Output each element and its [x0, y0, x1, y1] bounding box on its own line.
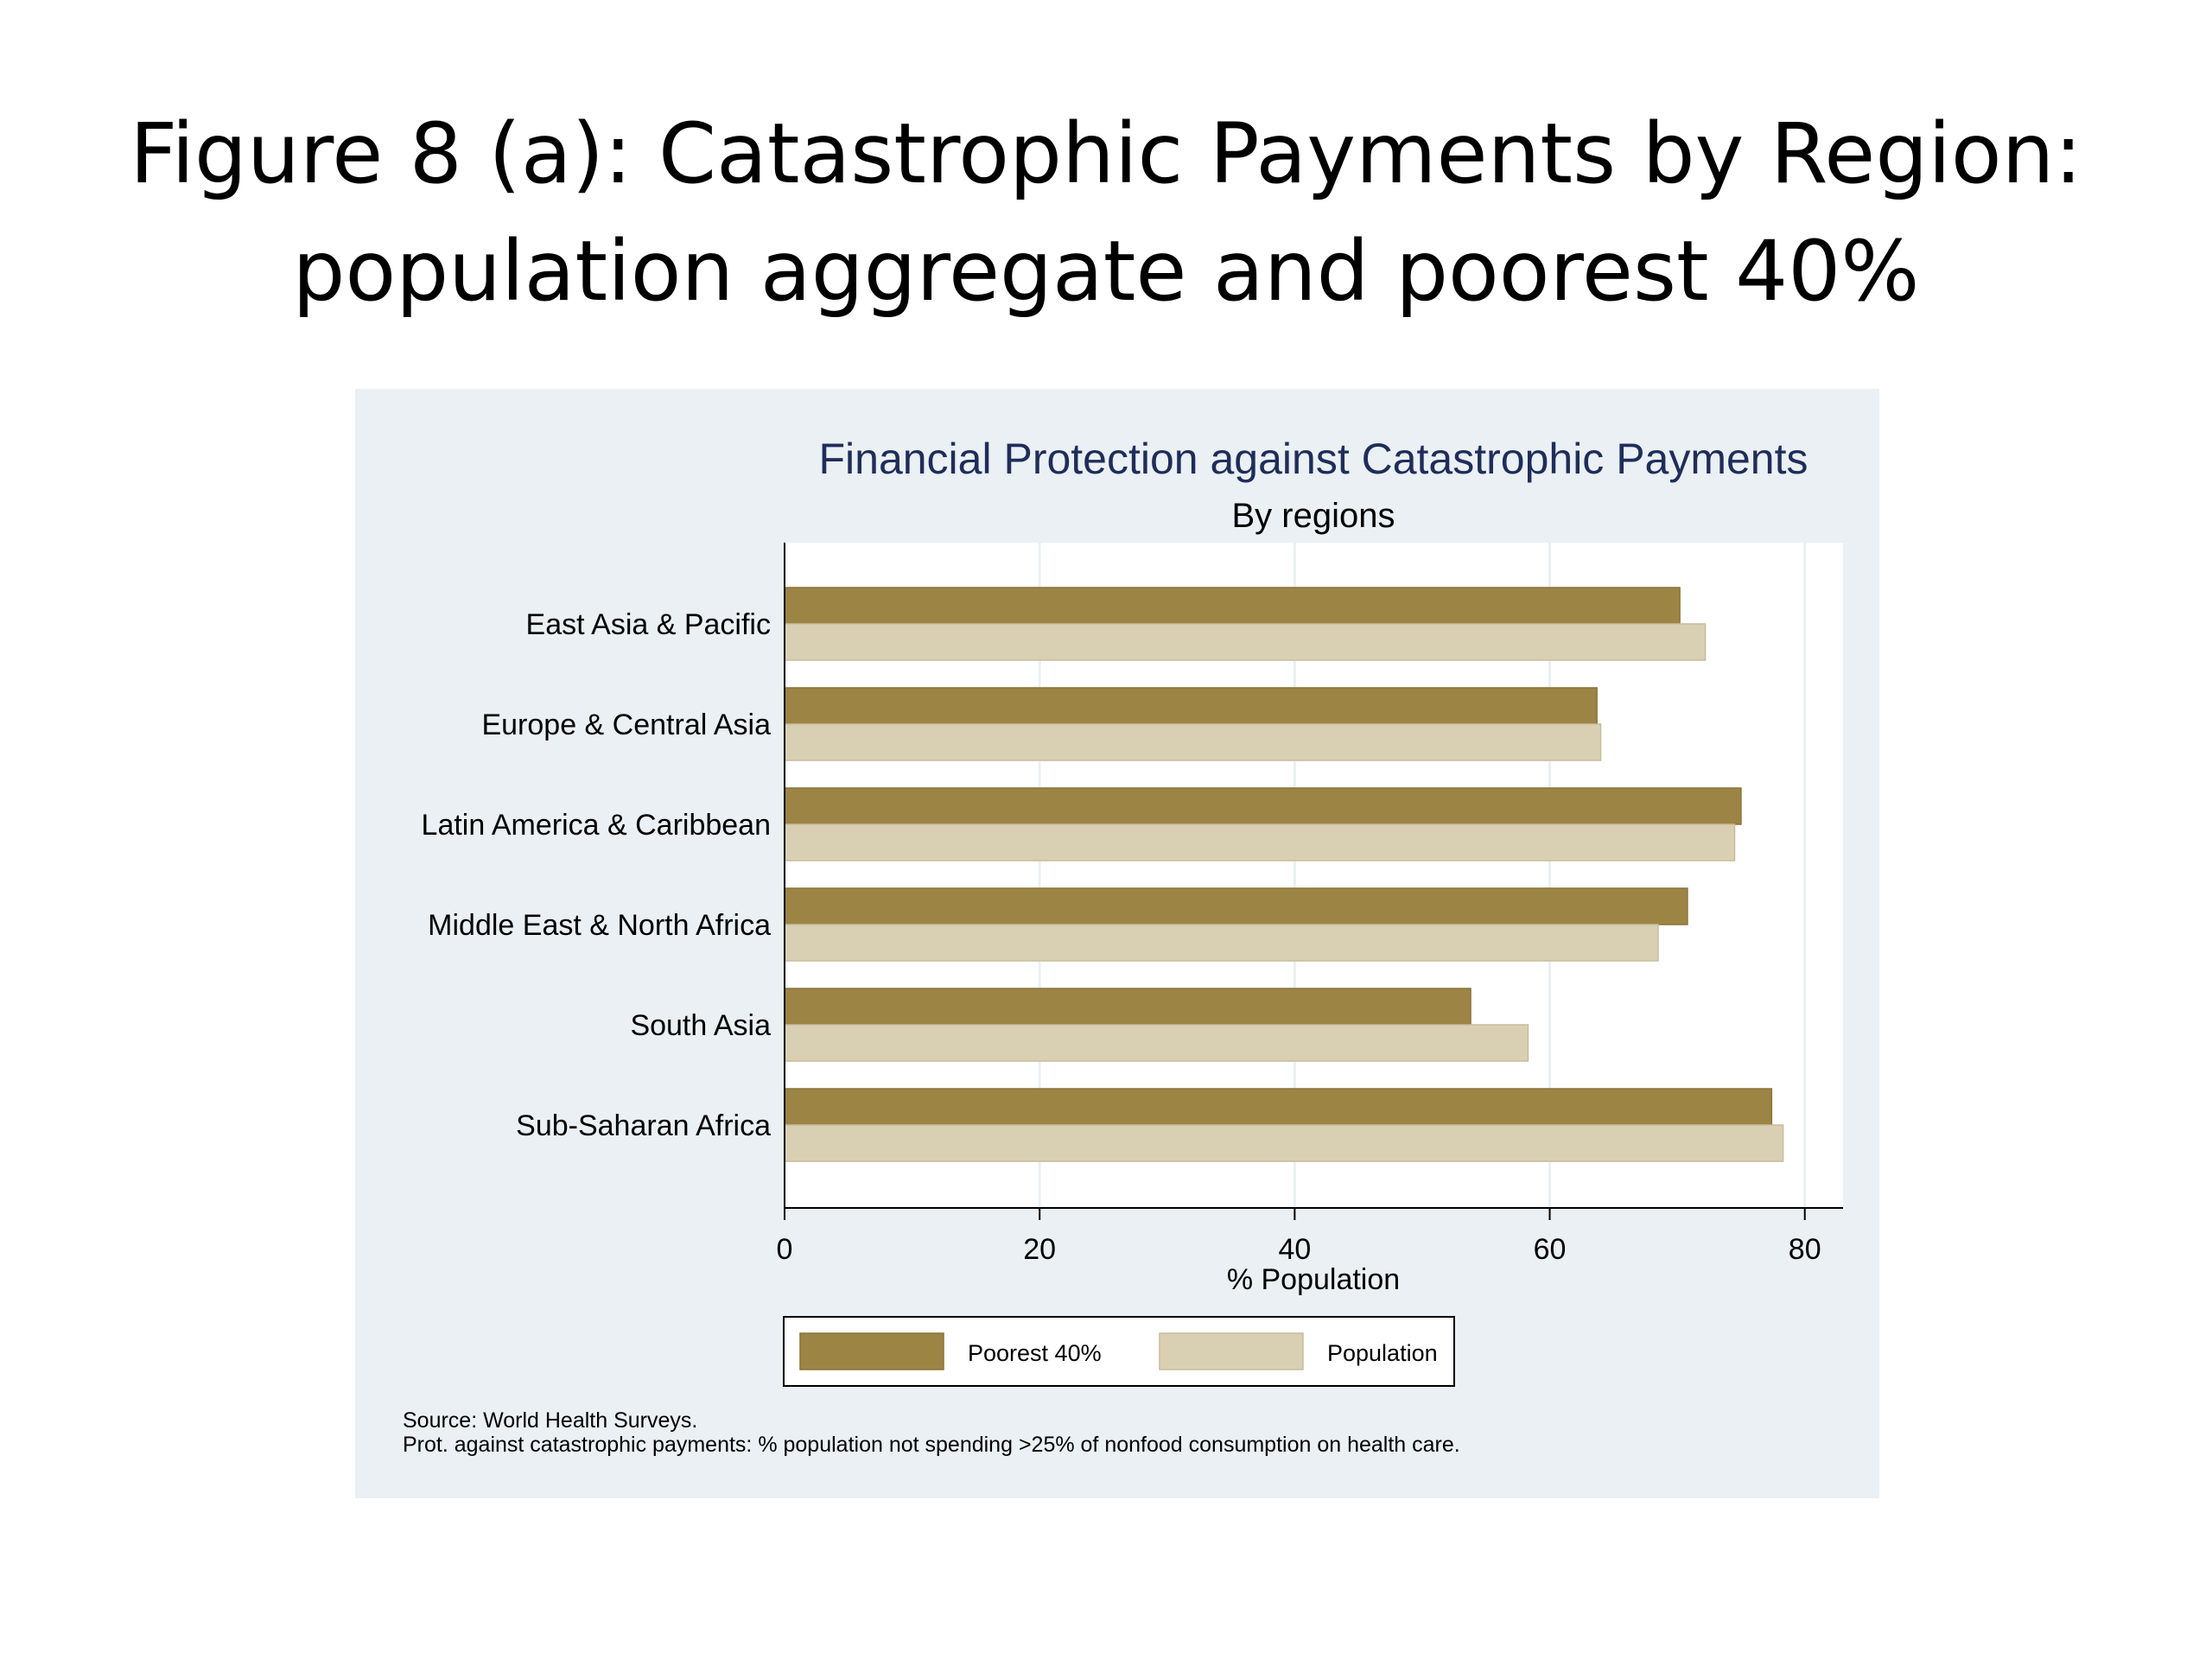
legend-swatch-population — [1159, 1332, 1304, 1370]
bar-population-2 — [784, 823, 1736, 861]
category-label-5: Sub-Saharan Africa — [516, 1109, 771, 1142]
bars — [784, 587, 1784, 1162]
slide-title-line-1: Figure 8 (a): Catastrophic Payments by R… — [130, 105, 2082, 202]
category-label-2: Latin America & Caribbean — [422, 809, 771, 842]
bar-poorest-3 — [784, 887, 1688, 925]
x-tick-label-20: 20 — [1023, 1233, 1056, 1266]
slide-title: Figure 8 (a): Catastrophic Payments by R… — [0, 95, 2212, 330]
x-tick-label-0: 0 — [777, 1233, 793, 1266]
category-label-4: South Asia — [630, 1009, 771, 1042]
slide-title-line-2: population aggregate and poorest 40% — [292, 223, 1920, 320]
category-label-1: Europe & Central Asia — [481, 709, 771, 741]
axes — [784, 543, 1843, 1220]
bar-poorest-4 — [784, 988, 1471, 1026]
bar-poorest-0 — [784, 587, 1681, 625]
definition-note: Prot. against catastrophic payments: % p… — [403, 1433, 1460, 1457]
bar-population-3 — [784, 924, 1659, 962]
legend: Poorest 40% Population — [783, 1316, 1455, 1387]
x-tick-label-60: 60 — [1534, 1233, 1567, 1266]
category-label-0: East Asia & Pacific — [526, 608, 771, 641]
category-label-3: Middle East & North Africa — [428, 909, 771, 942]
legend-swatch-poorest — [799, 1332, 944, 1370]
source-note: Source: World Health Surveys. — [403, 1408, 697, 1433]
chart-title: Financial Protection against Catastrophi… — [818, 435, 1808, 483]
x-axis-label: % Population — [1227, 1263, 1400, 1296]
bar-poorest-2 — [784, 787, 1742, 825]
bar-population-0 — [784, 623, 1707, 661]
bar-poorest-1 — [784, 687, 1598, 725]
bar-population-1 — [784, 723, 1602, 761]
bar-population-4 — [784, 1024, 1529, 1062]
bar-population-5 — [784, 1124, 1784, 1162]
chart-subtitle: By regions — [1232, 497, 1395, 535]
tick-labels: 0 20 40 60 80 — [777, 1233, 1821, 1266]
legend-label-population: Population — [1327, 1340, 1438, 1366]
x-tick-label-80: 80 — [1789, 1233, 1821, 1266]
legend-label-poorest: Poorest 40% — [968, 1340, 1102, 1366]
category-labels: East Asia & Pacific Europe & Central Asia… — [422, 608, 772, 1142]
bar-poorest-5 — [784, 1088, 1773, 1126]
x-tick-label-40: 40 — [1278, 1233, 1311, 1266]
